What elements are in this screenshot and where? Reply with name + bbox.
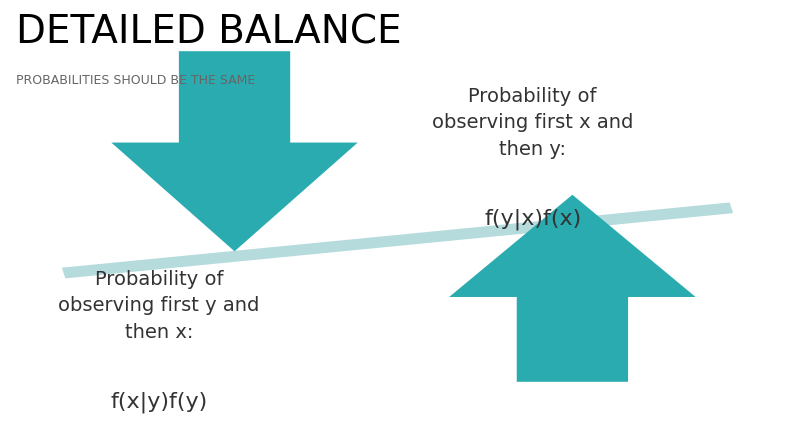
Text: Probability of
observing first y and
then x:: Probability of observing first y and the… xyxy=(58,269,260,341)
Text: f(x|y)f(y): f(x|y)f(y) xyxy=(111,391,207,412)
Text: DETAILED BALANCE: DETAILED BALANCE xyxy=(16,13,401,51)
Polygon shape xyxy=(449,195,696,382)
Text: f(y|x)f(x): f(y|x)f(x) xyxy=(484,208,581,230)
Polygon shape xyxy=(62,203,733,279)
Text: Probability of
observing first x and
then y:: Probability of observing first x and the… xyxy=(432,87,634,159)
Polygon shape xyxy=(111,52,358,252)
Text: PROBABILITIES SHOULD BE THE SAME: PROBABILITIES SHOULD BE THE SAME xyxy=(16,74,255,87)
